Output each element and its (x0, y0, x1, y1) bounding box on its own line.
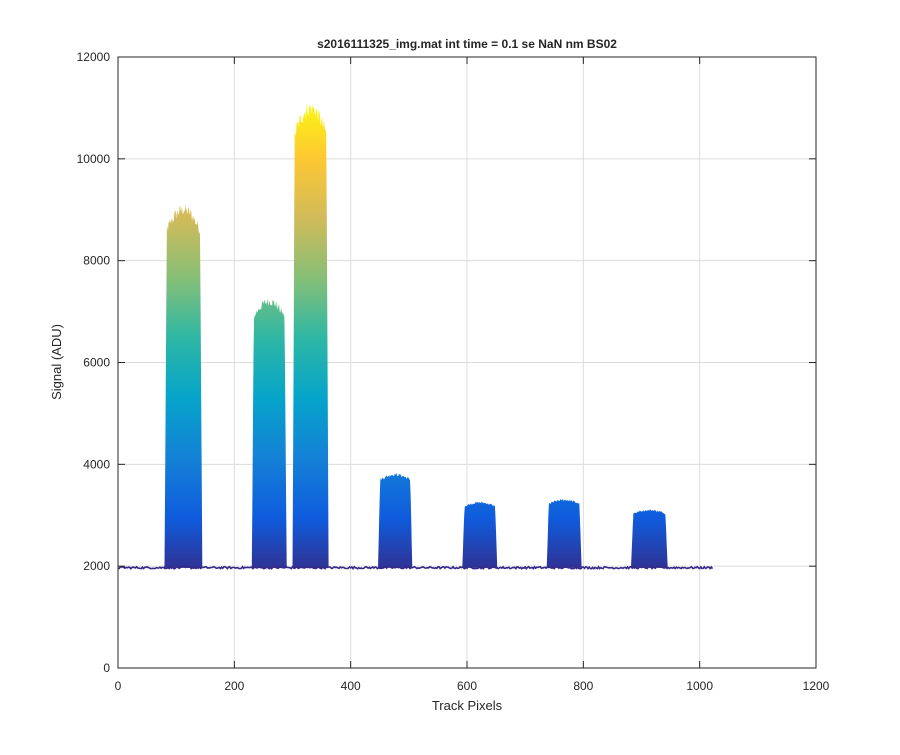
x-tick-label: 1200 (803, 679, 830, 693)
signal-peak-core-1 (165, 461, 202, 568)
y-tick-label: 10000 (77, 152, 111, 166)
x-tick-label: 400 (341, 679, 361, 693)
y-axis-label: Signal (ADU) (49, 324, 64, 400)
signal-peak-core-2 (252, 467, 287, 568)
x-tick-label: 600 (457, 679, 477, 693)
x-tick-label: 1000 (686, 679, 713, 693)
signal-peak-core-3 (293, 357, 328, 568)
axis-ticks: 0 200 400 600 800 1000 12000200040006000800010… (77, 50, 830, 693)
y-tick-label: 8000 (83, 254, 110, 268)
x-tick-label: 200 (224, 679, 244, 693)
chart-title: s2016111325_img.mat int time = 0.1 se Na… (317, 37, 617, 51)
y-tick-label: 6000 (83, 356, 110, 370)
baseline-trace (118, 565, 714, 571)
signal-peak-core-5 (462, 529, 497, 568)
y-tick-label: 12000 (77, 50, 111, 64)
signal-series (118, 102, 714, 571)
x-tick-label: 0 (115, 679, 122, 693)
signal-peak-core-6 (547, 529, 581, 568)
y-tick-label: 4000 (83, 457, 110, 471)
y-tick-label: 2000 (83, 559, 110, 573)
x-axis-label: Track Pixels (432, 698, 503, 713)
y-tick-label: 0 (103, 661, 110, 675)
x-tick-label: 800 (573, 679, 593, 693)
signal-peak-core-7 (631, 534, 668, 568)
signal-peak-core-4 (378, 519, 412, 568)
